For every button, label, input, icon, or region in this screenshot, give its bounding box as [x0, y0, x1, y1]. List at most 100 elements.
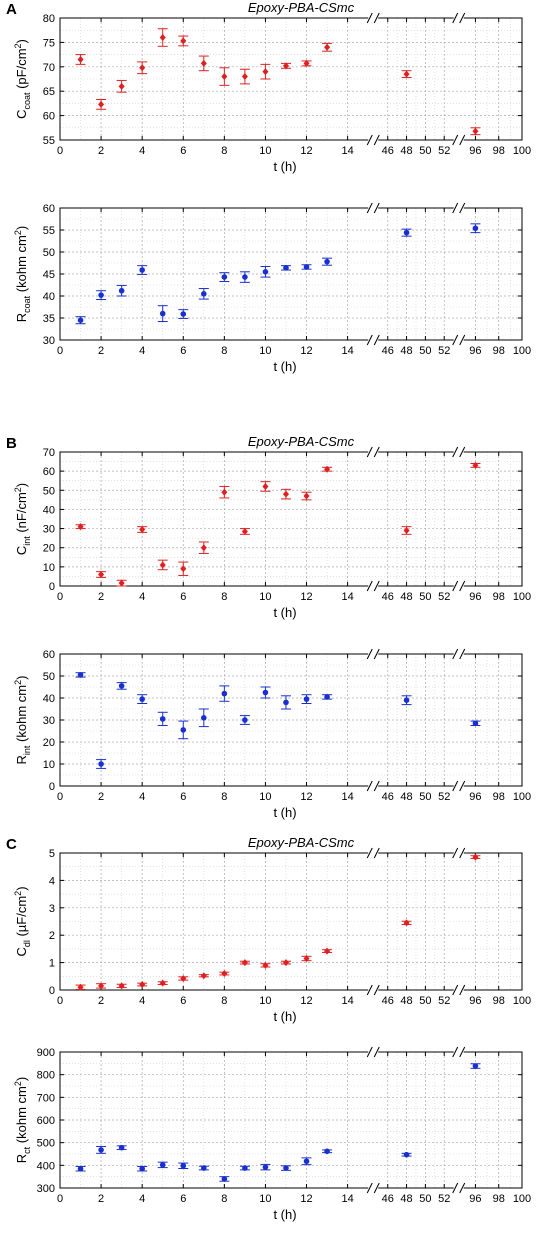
- marker-diamond: [241, 527, 248, 535]
- x-tick-label: 48: [400, 145, 412, 157]
- axis-break-mark: [452, 580, 459, 592]
- x-tick-label: 48: [400, 1193, 412, 1205]
- marker-diamond: [303, 492, 310, 500]
- axis-break-mask: [368, 202, 379, 214]
- data-point: [219, 685, 230, 702]
- data-point: [96, 1146, 107, 1154]
- y-tick-label: 70: [43, 62, 55, 74]
- data-point: [470, 461, 481, 469]
- data-point: [198, 55, 209, 72]
- data-point: [178, 720, 189, 740]
- axis-break-mark: [366, 334, 373, 346]
- axis-break-mark: [452, 984, 459, 996]
- grid: [59, 17, 523, 141]
- marker-circle: [139, 696, 145, 702]
- marker-diamond: [324, 43, 331, 51]
- x-tick-label: 52: [438, 145, 450, 157]
- marker-diamond: [98, 982, 105, 990]
- y-tick-label: 75: [43, 37, 55, 49]
- panel-letter: C: [6, 836, 17, 853]
- x-tick-label: 10: [259, 145, 271, 157]
- axis-break-mark: [452, 1182, 459, 1194]
- y-axis-title: Cdl (µF/cm2): [13, 886, 32, 956]
- marker-diamond: [139, 526, 146, 534]
- data-point: [75, 54, 86, 65]
- y-tick-label: 40: [43, 291, 55, 303]
- y-tick-label: 400: [37, 1160, 55, 1172]
- axis-break-mask: [368, 580, 379, 592]
- marker-circle: [262, 689, 269, 696]
- axis-break-mask: [368, 1182, 379, 1194]
- marker-diamond: [221, 970, 228, 978]
- x-tick-label: 48: [400, 995, 412, 1007]
- y-tick-label: 20: [43, 737, 55, 749]
- axis-break-mask: [368, 446, 379, 458]
- x-tick-label: 52: [438, 1193, 450, 1205]
- x-tick-label: 46: [382, 591, 394, 603]
- axis-break-mask: [453, 984, 464, 996]
- x-tick-label: 8: [221, 145, 227, 157]
- axis-break-mark: [459, 847, 466, 859]
- x-tick-label: 12: [300, 345, 312, 357]
- marker-diamond: [324, 465, 331, 473]
- x-tick-label: 100: [513, 995, 531, 1007]
- axis-break-mark: [373, 12, 380, 24]
- data-point: [116, 1144, 127, 1151]
- data-point: [178, 35, 189, 47]
- data-point: [178, 561, 189, 576]
- y-axis-title: Rint (kohm cm2): [13, 676, 32, 765]
- x-tick-label: 100: [513, 145, 531, 157]
- axis-break-mask: [453, 202, 464, 214]
- y-tick-label: 10: [43, 759, 55, 771]
- marker-circle: [201, 291, 207, 297]
- x-tick-label: 10: [259, 1193, 271, 1205]
- grid: [59, 451, 523, 587]
- x-tick-label: 4: [139, 791, 145, 803]
- axis-break-mask: [368, 847, 379, 859]
- axis-break-mark: [373, 984, 380, 996]
- data-point: [401, 695, 412, 706]
- data-point: [322, 694, 333, 700]
- data-point: [198, 972, 209, 980]
- axis-break-mask: [453, 12, 464, 24]
- axis-break-mark: [459, 134, 466, 146]
- x-tick-label: 8: [221, 791, 227, 803]
- x-tick-label: 100: [513, 791, 531, 803]
- marker-diamond: [262, 482, 269, 490]
- x-tick-label: 46: [382, 995, 394, 1007]
- axis-break-mark: [366, 446, 373, 458]
- marker-diamond: [303, 59, 310, 67]
- x-tick-label: 52: [438, 591, 450, 603]
- marker-diamond: [262, 68, 269, 76]
- plot-frame: [59, 852, 523, 991]
- y-tick-label: 0: [49, 781, 55, 793]
- marker-circle: [324, 1148, 330, 1155]
- chart-title: Epoxy-PBA-CSmc: [248, 835, 355, 850]
- marker-diamond: [472, 461, 479, 469]
- data-point: [157, 1161, 168, 1169]
- data-point: [137, 265, 148, 275]
- x-tick-label: 0: [57, 591, 63, 603]
- y-tick-label: 60: [43, 203, 55, 215]
- plot-frame: [59, 451, 523, 587]
- x-tick-label: 48: [400, 345, 412, 357]
- x-tick-label: 4: [139, 995, 145, 1007]
- axis-break-mark: [373, 1046, 380, 1058]
- data-point: [116, 79, 127, 93]
- marker-circle: [77, 317, 84, 324]
- data-point: [322, 257, 333, 266]
- axis-break-mask: [453, 134, 464, 146]
- data-point: [219, 272, 230, 282]
- marker-circle: [77, 672, 84, 678]
- axis-break-mark: [459, 1182, 466, 1194]
- data-point: [137, 526, 148, 534]
- marker-diamond: [77, 523, 84, 531]
- x-tick-label: 50: [419, 995, 431, 1007]
- axis-break-mark: [452, 334, 459, 346]
- data-point: [260, 961, 271, 969]
- y-tick-label: 30: [43, 524, 55, 536]
- x-tick-label: 6: [180, 791, 186, 803]
